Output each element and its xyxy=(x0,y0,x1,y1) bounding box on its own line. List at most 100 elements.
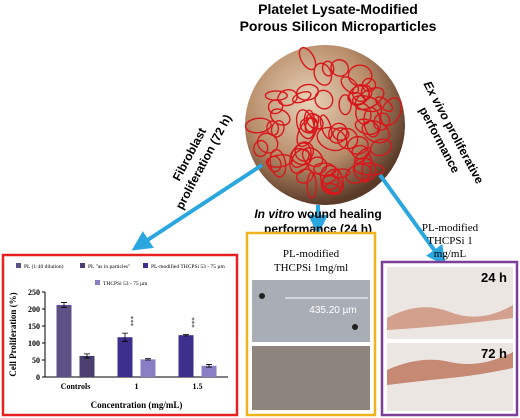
scribble xyxy=(330,59,350,77)
scribble xyxy=(361,152,372,183)
error-bar xyxy=(122,332,128,342)
y-tick-label: 100 xyxy=(28,339,40,348)
x-axis-label: Concentration (mg/mL) xyxy=(91,400,183,410)
legend-swatch xyxy=(95,280,100,285)
scribble xyxy=(267,99,284,115)
scribble xyxy=(353,162,385,176)
title-line: Porous Silicon Microparticles xyxy=(240,18,437,34)
legend-label: THCPSi 53 - 75 µm xyxy=(103,281,148,287)
panel-caption: PL-modified xyxy=(283,248,340,260)
scribble xyxy=(361,120,391,144)
x-tick-label: Controls xyxy=(61,382,91,391)
legend-label: PL "as in particles" xyxy=(88,264,130,270)
legend-label: PL-modified THCPSi 53 - 75 µm xyxy=(151,263,226,270)
bar xyxy=(56,304,72,377)
scribble xyxy=(307,156,328,175)
error-bar xyxy=(206,364,212,368)
legend-swatch xyxy=(16,263,21,268)
bar xyxy=(79,355,95,377)
title-line: Platelet Lysate-Modified xyxy=(258,1,418,17)
arrows xyxy=(131,163,446,267)
scribble xyxy=(347,64,373,87)
error-bar xyxy=(145,358,151,361)
scribble xyxy=(319,114,333,140)
x-tick-label: 1.5 xyxy=(193,382,203,391)
scribble xyxy=(346,135,369,155)
panel-caption: PL-modified xyxy=(422,222,479,234)
significance-label: *** xyxy=(127,316,135,327)
scribble xyxy=(379,97,403,127)
error-bar xyxy=(183,334,189,337)
panel-caption: THCPSi 1 xyxy=(427,235,473,247)
scribble xyxy=(298,46,317,71)
error-bar xyxy=(61,302,67,308)
scribble xyxy=(338,94,352,116)
chart-frame xyxy=(1,253,239,417)
scribble xyxy=(321,173,339,191)
y-axis-label: Cell Proliferation (%) xyxy=(8,292,18,376)
panel-caption: mg/mL xyxy=(434,248,467,260)
bar xyxy=(140,359,156,377)
bar xyxy=(178,335,194,377)
scribble xyxy=(340,76,360,95)
scribble xyxy=(332,127,350,141)
scribble xyxy=(289,142,312,174)
scribble xyxy=(313,162,337,177)
scribble xyxy=(267,155,282,173)
arrow-label: In vitro wound healing xyxy=(254,207,381,221)
scribble xyxy=(253,139,269,158)
scribble xyxy=(270,119,285,138)
scribble xyxy=(320,164,344,196)
scribble xyxy=(314,89,334,110)
arrow xyxy=(378,173,446,267)
arrow-label-rest: wound healing xyxy=(294,207,381,221)
scribble xyxy=(244,117,272,134)
scribble xyxy=(269,148,287,178)
y-tick-label: 150 xyxy=(28,322,40,331)
bar xyxy=(117,337,133,377)
tissue xyxy=(387,305,513,330)
scribble xyxy=(321,60,335,77)
time-label: 72 h xyxy=(481,346,507,361)
scribble xyxy=(295,109,315,140)
bar-chart: 0 50 100 150 200 250 Cell Proliferation (%) Con… xyxy=(8,263,228,410)
y-tick-label: 50 xyxy=(32,356,40,365)
scribble xyxy=(360,84,373,100)
scribble xyxy=(336,127,359,150)
y-tick-label: 250 xyxy=(28,288,40,297)
x-tick-label: 1 xyxy=(135,382,139,391)
scribble xyxy=(295,168,314,184)
arrow xyxy=(131,163,264,251)
y-tick-label: 200 xyxy=(28,305,40,314)
scribble xyxy=(291,91,312,104)
y-tick-label: 0 xyxy=(36,373,40,382)
scribble xyxy=(328,122,348,144)
scribble xyxy=(304,114,320,134)
scribble xyxy=(306,172,317,199)
tissue xyxy=(387,352,513,385)
scribble xyxy=(351,94,382,113)
significance-label: *** xyxy=(188,317,196,328)
scribble xyxy=(352,157,377,182)
legend-label: PL (1:40 dilution) xyxy=(24,263,64,270)
scribble xyxy=(347,91,366,105)
bar xyxy=(201,365,217,377)
scribble xyxy=(303,109,316,133)
legend-swatch xyxy=(80,263,85,268)
legend-swatch xyxy=(143,263,148,268)
scribble xyxy=(301,147,324,168)
scribble xyxy=(313,62,333,86)
scale-label: 435.20 µm xyxy=(309,305,356,316)
error-bar xyxy=(84,353,90,359)
speck xyxy=(352,324,358,330)
panel-caption: THCPSi 1mg/ml xyxy=(274,262,348,274)
micrograph xyxy=(252,280,370,342)
scribble xyxy=(264,90,288,101)
arrow-label-italic: In vitro xyxy=(254,207,294,221)
scribble xyxy=(266,120,280,136)
micrograph xyxy=(252,346,370,410)
speck xyxy=(259,293,265,299)
scribble xyxy=(369,138,393,157)
scribble xyxy=(373,112,391,131)
